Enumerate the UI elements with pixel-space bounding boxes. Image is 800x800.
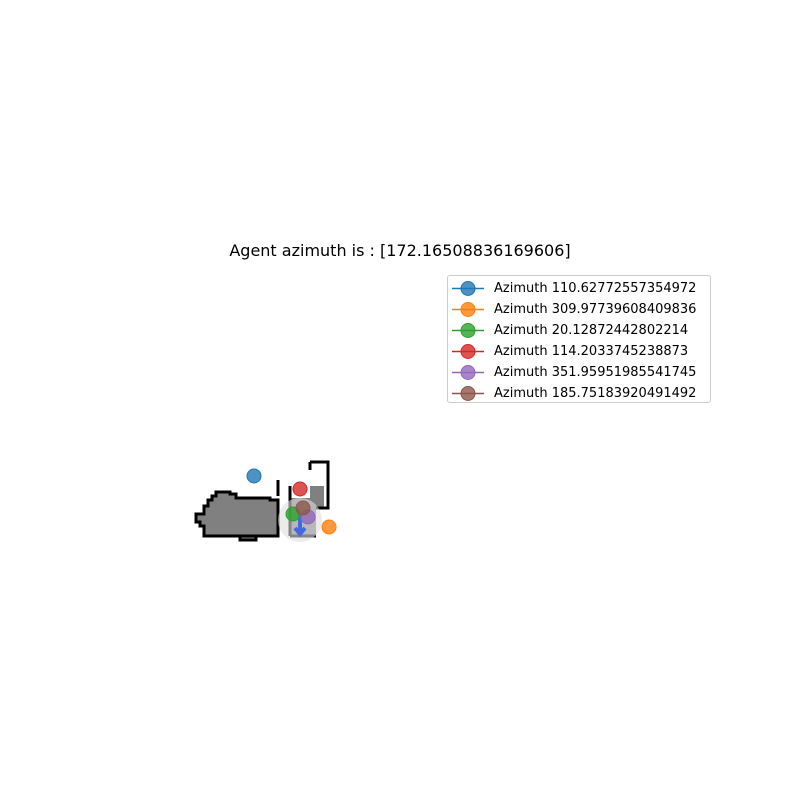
agent-arrow <box>293 514 307 538</box>
legend-entry: Azimuth 110.62772557354972 <box>448 278 710 299</box>
legend-label: Azimuth 20.12872442802214 <box>494 323 689 338</box>
legend-marker-icon <box>452 323 484 338</box>
legend-entry: Azimuth 114.2033745238873 <box>448 341 710 362</box>
legend-label: Azimuth 114.2033745238873 <box>494 344 689 359</box>
chart-title: Agent azimuth is : [172.16508836169606] <box>229 241 571 260</box>
map-region <box>194 490 280 542</box>
data-point-4 <box>292 481 308 497</box>
legend-entry: Azimuth 20.12872442802214 <box>448 320 710 341</box>
legend-marker-icon <box>452 302 484 317</box>
legend-marker-icon <box>452 281 484 296</box>
legend: Azimuth 110.62772557354972 Azimuth 309.97… <box>447 275 711 403</box>
data-point-1 <box>246 468 262 484</box>
legend-marker-icon <box>452 365 484 380</box>
legend-marker-icon <box>452 386 484 401</box>
legend-marker-icon <box>452 344 484 359</box>
legend-entry: Azimuth 351.95951985541745 <box>448 362 710 383</box>
data-point-2 <box>321 519 337 535</box>
legend-entry: Azimuth 309.97739608409836 <box>448 299 710 320</box>
legend-entry: Azimuth 185.75183920491492 <box>448 383 710 404</box>
legend-label: Azimuth 185.75183920491492 <box>494 386 697 401</box>
legend-label: Azimuth 351.95951985541745 <box>494 365 697 380</box>
data-point-6 <box>295 500 311 516</box>
legend-label: Azimuth 309.97739608409836 <box>494 302 697 317</box>
legend-label: Azimuth 110.62772557354972 <box>494 281 697 296</box>
